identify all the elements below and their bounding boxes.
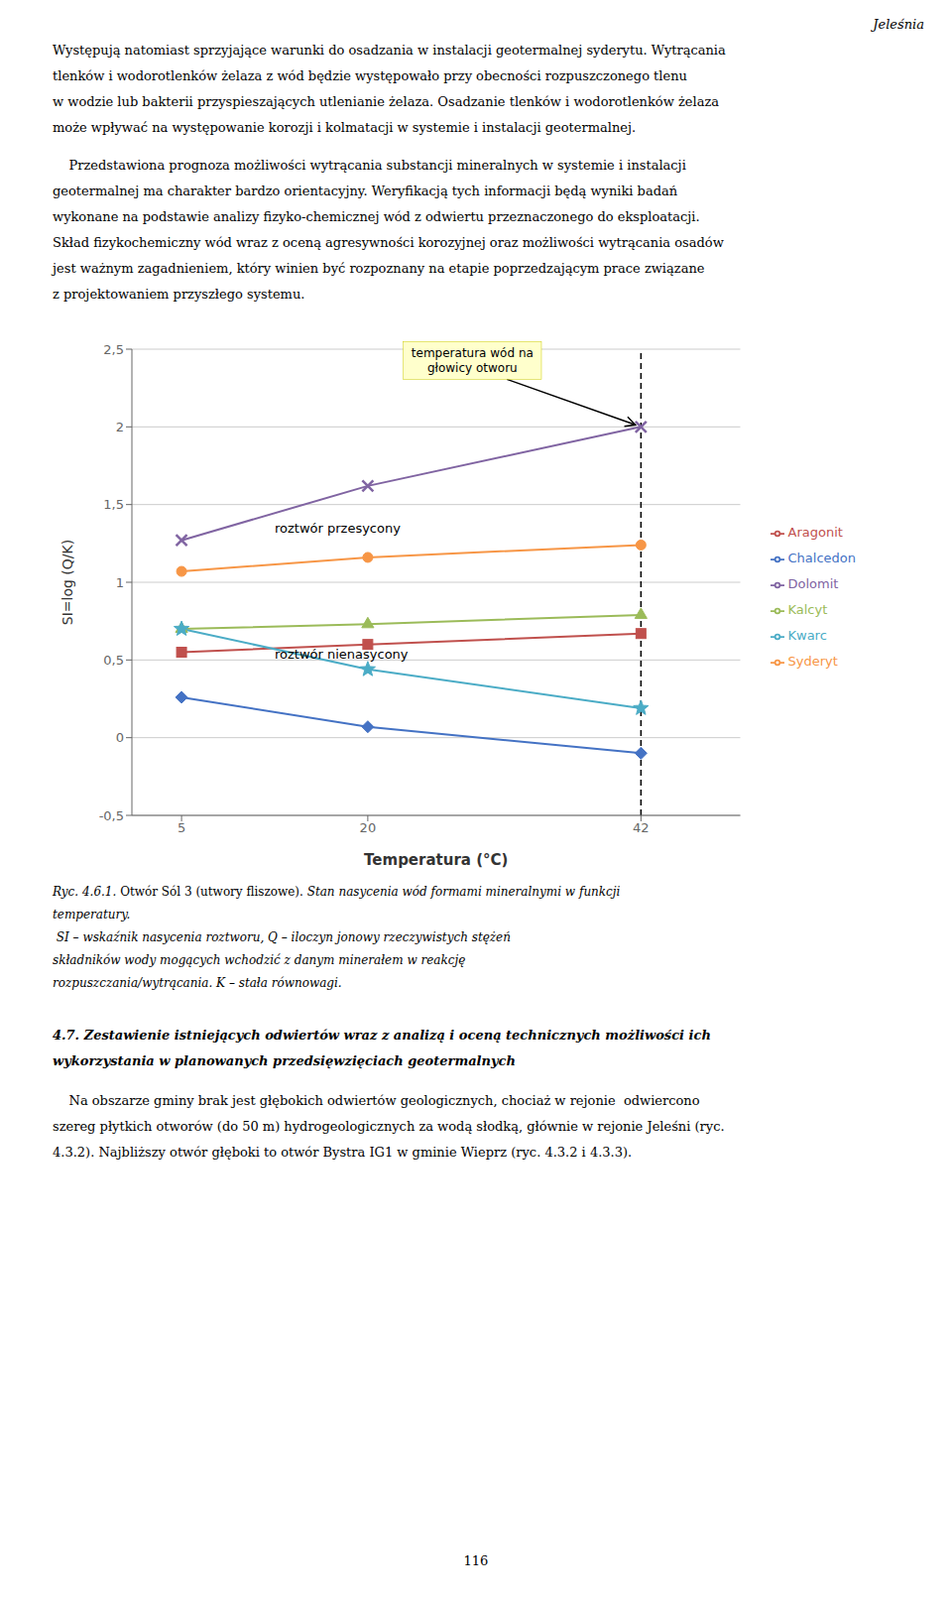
svg-text:roztwór przesycony: roztwór przesycony [274,520,401,536]
html-text:szereg płytkich otworów (do 50: szereg płytkich otworów (do 50 m) hydrog… [52,1118,725,1134]
html-text:Występują natomiast sprzyjając: Występują natomiast sprzyjające warunki … [52,42,726,58]
html-text:z projektowaniem przyszłego sy: z projektowaniem przyszłego systemu. [52,286,305,302]
html-text:Jeleśnia: Jeleśnia [872,16,925,32]
html-text:Przedstawiona prognoza możliwo: Przedstawiona prognoza możliwości wytrąc… [52,157,687,173]
html-text:Dolomit: Dolomit [787,576,839,592]
svg-text:SI=log (Q/K): SI=log (Q/K) [59,539,76,625]
html-text:rozpuszczania/wytrącania. K –: rozpuszczania/wytrącania. K – stała równ… [52,975,342,990]
svg-text:1,5: 1,5 [103,496,124,512]
html-text:Kwarc: Kwarc [787,627,827,643]
svg-text:20: 20 [359,820,377,835]
html-text:Na obszarze gminy brak jest gł: Na obszarze gminy brak jest głębokich od… [52,1092,700,1108]
html-text:4.3.2). Najbliższy otwór głębo: 4.3.2). Najbliższy otwór głęboki to otwó… [52,1144,632,1160]
html-text:geotermalnej ma charakter bard: geotermalnej ma charakter bardzo orienta… [52,183,678,199]
html-text:temperatury.: temperatury. [52,907,131,922]
svg-text:0,5: 0,5 [103,652,124,668]
html-text:116: 116 [463,1552,489,1568]
html-text:Ryc. 4.6.1. Otwór Sól 3 (utwor: Ryc. 4.6.1. Otwór Sól 3 (utwory fliszowe… [52,884,621,899]
html-text:w wodzie lub bakterii przyspie: w wodzie lub bakterii przyspieszających … [52,94,719,110]
html-text:Syderyt: Syderyt [787,653,838,669]
svg-text:roztwór nienasycony: roztwór nienasycony [274,646,409,662]
html-text:4.7. Zestawienie istniejących: 4.7. Zestawienie istniejących odwiertów … [52,1027,711,1043]
svg-text:-0,5: -0,5 [99,808,124,824]
html-text:Skład fizykochemiczny wód wraz: Skład fizykochemiczny wód wraz z oceną a… [52,235,724,250]
html-text:SI – wskaźnik nasycenia roztwo: SI – wskaźnik nasycenia roztworu, Q – il… [52,930,511,945]
html-text:Kalcyt: Kalcyt [787,601,828,617]
svg-text:2: 2 [116,419,124,435]
html-text:jest ważnym zagadnieniem, któr: jest ważnym zagadnieniem, który winien b… [52,260,705,276]
svg-text:0: 0 [116,729,124,745]
html-text:Chalcedon: Chalcedon [787,550,856,566]
svg-text:5: 5 [177,820,186,835]
svg-text:temperatura wód nagłowicy otwo: temperatura wód nagłowicy otworu [411,346,534,375]
html-text:Aragonit: Aragonit [787,524,843,540]
html-text:tlenków i wodorotlenków żelaza: tlenków i wodorotlenków żelaza z wód będ… [52,68,688,84]
html-text:składników wody mogących wchod: składników wody mogących wchodzić z dany… [52,952,466,967]
svg-text:1: 1 [116,575,124,591]
svg-text:Temperatura (°C): Temperatura (°C) [363,850,508,869]
html-text:może wpływać na występowanie k: może wpływać na występowanie korozji i k… [52,119,636,135]
svg-text:42: 42 [632,820,650,835]
html-text:wykorzystania w planowanych pr: wykorzystania w planowanych przedsięwzię… [52,1053,516,1069]
svg-text:2,5: 2,5 [103,342,124,357]
html-text:wykonane na podstawie analizy: wykonane na podstawie analizy fizyko-che… [52,209,700,225]
